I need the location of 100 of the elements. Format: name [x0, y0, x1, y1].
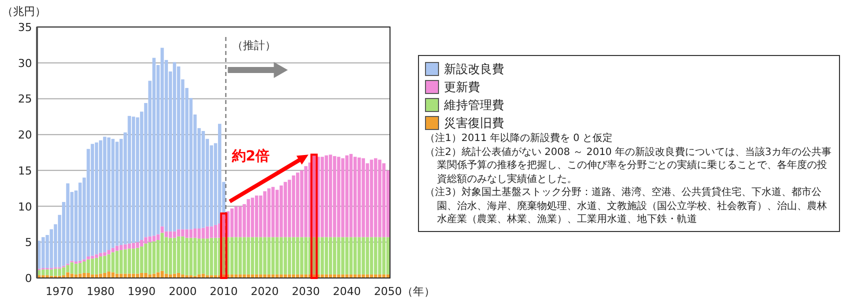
- x-tick-label: 1970: [46, 285, 74, 298]
- bar: [328, 237, 332, 274]
- legend-label: 維持管理費: [444, 98, 504, 112]
- bar: [148, 242, 152, 274]
- bar: [168, 238, 172, 274]
- bar: [82, 272, 86, 278]
- x-tick-label: 2050: [374, 285, 402, 298]
- bar: [300, 170, 304, 238]
- bar: [132, 248, 136, 274]
- x-tick-label: 2040: [332, 285, 361, 298]
- bar: [370, 160, 374, 238]
- bar: [82, 262, 86, 273]
- bar: [42, 275, 45, 278]
- bar: [341, 158, 344, 238]
- bar: [382, 163, 386, 238]
- bar: [189, 238, 193, 276]
- bar: [62, 267, 66, 276]
- bar: [86, 259, 90, 273]
- bar: [176, 229, 180, 236]
- bar: [136, 248, 140, 274]
- y-tick-label: 20: [18, 128, 32, 142]
- bar: [50, 269, 54, 276]
- text: （注3）対象国土基盤ストック分野：道路、港湾、空港、公共賃貸住宅、下水道、都市公園、治水、海岸、廃棄物処理、水道、文教施設（国公立学校、社会教育）、治山、農林水産業（農業、林業、漁業）、工業用水道、地下鉄・軌道: [425, 186, 828, 226]
- bar: [107, 137, 110, 250]
- y-tick-label: 35: [18, 21, 32, 34]
- bar: [111, 252, 115, 272]
- bar: [332, 156, 336, 238]
- bar: [234, 237, 238, 274]
- y-tick-label: 0: [25, 272, 32, 285]
- bar: [332, 237, 336, 274]
- bar: [103, 256, 106, 273]
- bar: [230, 208, 234, 238]
- bar: [345, 155, 349, 238]
- y-axis-title: （兆円）: [2, 5, 46, 18]
- bar: [98, 252, 102, 256]
- bar: [263, 191, 266, 238]
- bar: [362, 237, 365, 274]
- bar: [66, 265, 70, 272]
- y-tick-label: 5: [25, 236, 32, 250]
- bar: [98, 274, 102, 278]
- bar: [202, 130, 205, 228]
- legend-label: 新設改良費: [444, 62, 504, 76]
- bar: [62, 275, 66, 278]
- bar: [197, 228, 201, 239]
- bar: [128, 274, 131, 278]
- bar: [185, 229, 188, 238]
- bar: [296, 237, 300, 274]
- bar: [66, 183, 70, 264]
- bar: [382, 237, 386, 274]
- y-tick-label: 15: [18, 164, 32, 178]
- bar: [242, 237, 246, 274]
- bar: [271, 237, 275, 274]
- bar: [202, 238, 205, 274]
- bar: [181, 229, 184, 236]
- bar: [103, 136, 106, 252]
- bar: [202, 228, 205, 239]
- bar: [160, 270, 164, 278]
- bar: [259, 237, 262, 274]
- bar: [271, 186, 275, 238]
- bar: [107, 272, 110, 278]
- bar: [296, 172, 300, 238]
- bar: [115, 142, 119, 246]
- bar: [120, 274, 123, 278]
- bar: [267, 237, 271, 274]
- bar: [152, 236, 156, 242]
- bar: [246, 237, 250, 274]
- bar: [128, 244, 131, 249]
- bar: [378, 237, 382, 274]
- bar: [238, 237, 242, 274]
- bar: [374, 158, 378, 238]
- x-tick-label: 2030: [292, 285, 320, 298]
- x-tick-label: 2020: [250, 285, 279, 298]
- bar: [300, 237, 304, 274]
- bar: [140, 272, 144, 278]
- bar: [172, 238, 176, 274]
- bar: [86, 256, 90, 260]
- bar: [337, 237, 340, 274]
- bar: [374, 237, 378, 274]
- bar: [366, 237, 370, 274]
- bar: [136, 242, 140, 248]
- y-tick-label: 10: [18, 200, 32, 214]
- bar: [320, 156, 324, 238]
- bar: [316, 237, 320, 274]
- bar: [275, 190, 279, 238]
- y-tick-label: 25: [18, 92, 32, 106]
- bar: [54, 268, 58, 276]
- bar: [218, 238, 222, 276]
- bar: [288, 237, 292, 274]
- bar: [160, 226, 164, 233]
- bar: [140, 246, 144, 273]
- bar: [66, 272, 70, 278]
- bar: [176, 272, 180, 278]
- y-tick-label: 30: [18, 56, 32, 70]
- bar: [128, 116, 131, 244]
- bar: [98, 256, 102, 274]
- bar: [94, 142, 98, 254]
- bar: [292, 175, 296, 238]
- bar: [46, 275, 49, 278]
- bar: [246, 199, 250, 238]
- bar: [206, 226, 209, 239]
